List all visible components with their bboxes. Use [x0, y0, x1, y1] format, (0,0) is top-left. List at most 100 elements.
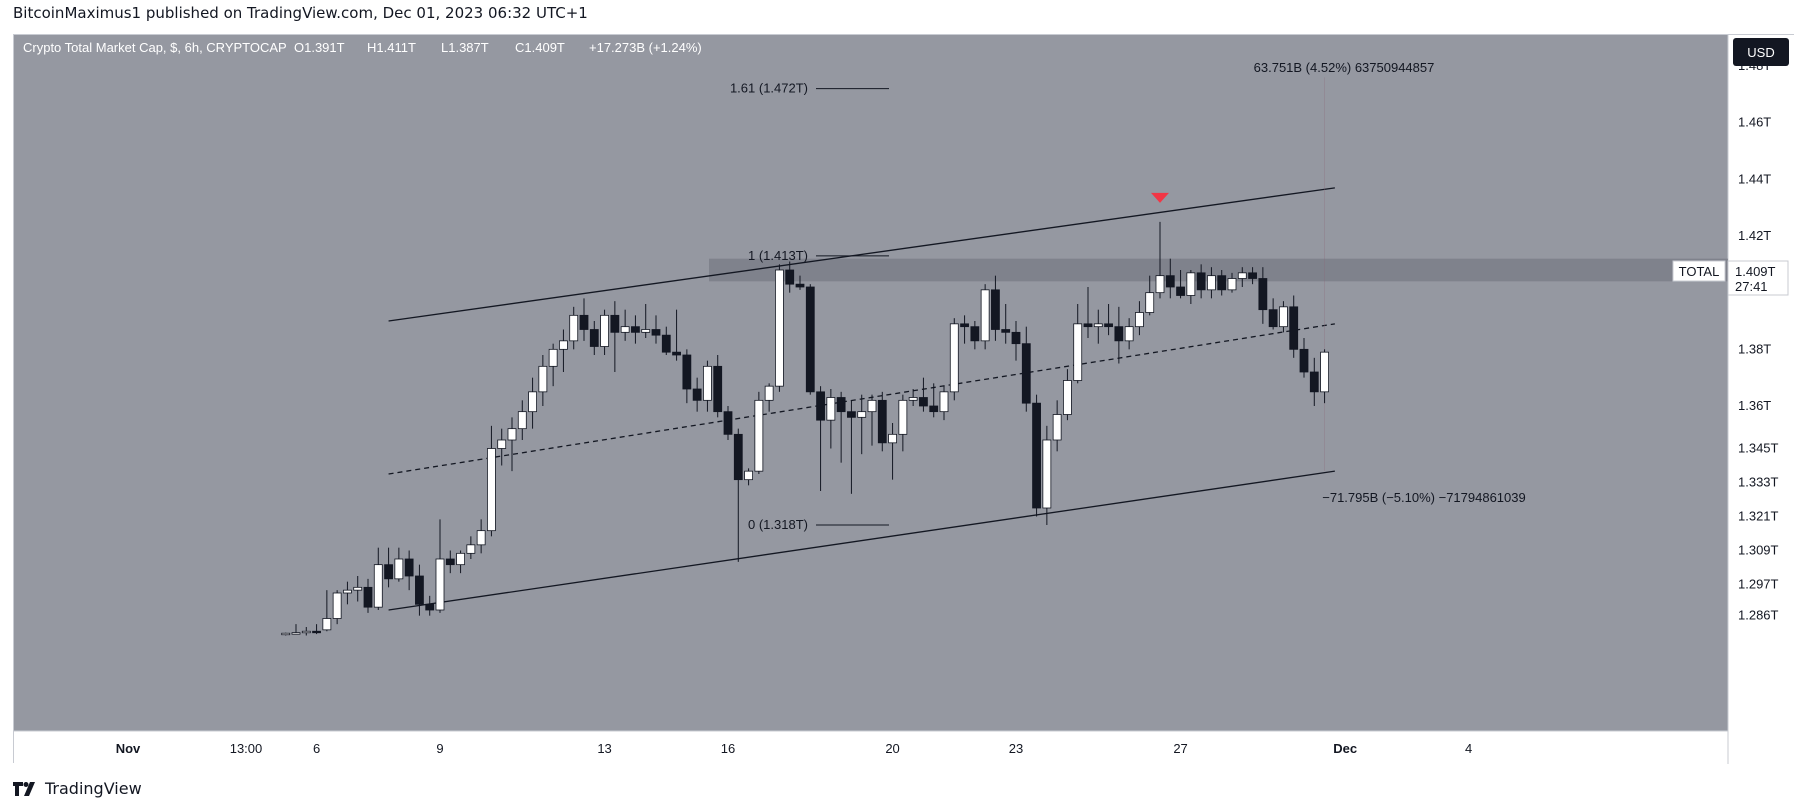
candle-body	[1124, 326, 1134, 342]
candle-up	[373, 547, 383, 610]
fib-level-label: 0 (1.318T)	[748, 517, 808, 532]
candle-up	[343, 581, 352, 605]
candle-body	[487, 448, 496, 532]
candle-up	[1237, 267, 1247, 287]
time-tick-label: Dec	[1333, 741, 1357, 756]
candle-down	[816, 386, 825, 491]
candle-down	[1289, 295, 1299, 358]
candle-body	[1268, 309, 1278, 328]
candle-body	[816, 391, 825, 421]
candle-body	[425, 603, 435, 611]
tradingview-logo-icon	[13, 781, 35, 796]
candle-body	[1217, 275, 1227, 291]
candle-body	[898, 399, 908, 435]
candle-up	[1227, 272, 1237, 293]
candle-body	[312, 630, 321, 634]
candle-body	[754, 399, 764, 472]
candle-body	[1042, 439, 1052, 509]
price-tick-label: 1.345T	[1738, 441, 1779, 456]
candle-down	[970, 321, 980, 350]
candle-down	[651, 315, 661, 344]
candle-body	[1237, 272, 1247, 279]
candle-up	[775, 264, 784, 392]
candle-up	[764, 383, 774, 412]
plot-background	[14, 35, 1728, 731]
candle-body	[1258, 278, 1268, 311]
candle-up	[939, 386, 949, 421]
candle-down	[1309, 357, 1319, 406]
price-tick-label: 1.46T	[1738, 115, 1771, 130]
candle-down	[692, 377, 702, 412]
candle-body	[363, 586, 373, 608]
candle-down	[1032, 394, 1041, 517]
candle-body	[1032, 402, 1041, 509]
candle-body	[528, 391, 537, 413]
candle-body	[1196, 272, 1206, 291]
candle-down	[610, 301, 620, 372]
candle-body	[404, 558, 414, 577]
chart-title: Crypto Total Market Cap, $, 6h, CRYPTOCA…	[23, 40, 287, 55]
candle-down	[1114, 306, 1124, 364]
candle-down	[1248, 267, 1257, 285]
price-axis-background	[1728, 35, 1795, 764]
candle-body	[775, 269, 784, 387]
candle-up	[528, 377, 537, 429]
candle-up	[754, 391, 764, 474]
candle-body	[723, 411, 733, 435]
candle-body	[1248, 272, 1257, 279]
candle-body	[1227, 278, 1237, 291]
candle-body	[785, 269, 795, 285]
candle-body	[960, 323, 969, 328]
candle-down	[713, 355, 723, 418]
candle-down	[1165, 258, 1175, 299]
candle-body	[1279, 306, 1288, 328]
time-tick-label: 9	[436, 741, 443, 756]
candle-body	[1309, 371, 1319, 393]
price-tick-label: 1.42T	[1738, 228, 1771, 243]
candle-body	[322, 618, 332, 631]
candle-body	[764, 385, 774, 401]
candle-up	[1073, 304, 1083, 384]
chart-frame[interactable]: 1.61 (1.472T) 1 (1.413T) 0 (1.318T) 63.751…	[13, 34, 1795, 764]
candle-down	[723, 406, 733, 440]
candle-down	[1083, 287, 1093, 338]
time-axis[interactable]: Nov 13:00 6 9 13 16 20 23 27 Dec 4	[116, 741, 1472, 756]
candle-down	[929, 383, 939, 418]
candle-up	[898, 394, 908, 452]
candle-down	[733, 428, 743, 562]
candle-down	[425, 595, 435, 616]
time-tick-label: 27	[1173, 741, 1187, 756]
time-tick-label: 13:00	[230, 741, 263, 756]
candle-body	[507, 428, 517, 441]
candle-down	[1021, 326, 1031, 412]
candle-up	[641, 304, 651, 338]
price-axis[interactable]: 1.48T1.46T1.44T1.42T1.38T1.36T1.345T1.33…	[1738, 58, 1779, 623]
candle-up	[1135, 301, 1144, 336]
candle-body	[692, 388, 702, 401]
tradingview-logo[interactable]: TradingView	[13, 779, 142, 798]
candlestick-chart[interactable]: 1.61 (1.472T) 1 (1.413T) 0 (1.318T) 63.751…	[14, 35, 1795, 764]
candle-body	[600, 314, 609, 347]
ohlc-high: H1.411T	[367, 40, 416, 55]
candle-body	[847, 411, 856, 418]
price-tick-label: 1.321T	[1738, 509, 1779, 524]
currency-button[interactable]: USD	[1733, 38, 1789, 66]
last-price-label: 1.409T 27:41	[1727, 260, 1789, 296]
candle-body	[1011, 331, 1021, 345]
price-tick-label: 1.333T	[1738, 475, 1779, 490]
candle-up	[517, 400, 527, 440]
candle-up	[867, 394, 877, 446]
candle-body	[795, 283, 805, 288]
measurements: 63.751B (4.52%) 63750944857 −71.795B (−5.…	[1254, 60, 1526, 505]
candle-body	[610, 314, 620, 333]
candle-body	[867, 399, 877, 413]
series-label: TOTAL	[1672, 260, 1726, 282]
channel-lower-line	[388, 470, 1335, 611]
candle-up	[826, 389, 836, 449]
candle-body	[651, 329, 661, 336]
candles	[281, 221, 1329, 636]
candle-body	[569, 314, 579, 342]
candle-up	[1320, 349, 1329, 404]
price-tick-label: 1.286T	[1738, 608, 1779, 623]
candle-down	[384, 547, 393, 588]
